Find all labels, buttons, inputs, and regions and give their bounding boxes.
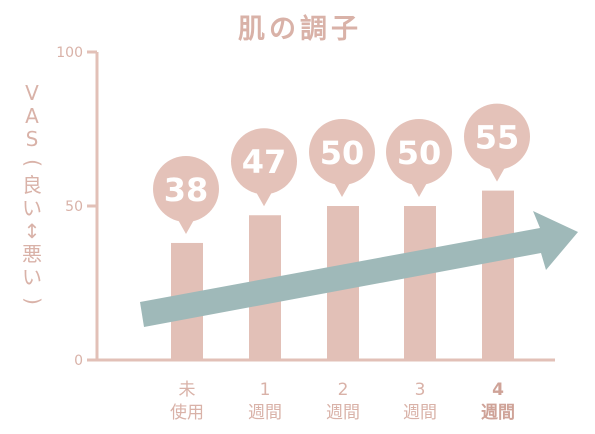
data-label-bubbles: 38 47 50 50 55: [153, 103, 530, 234]
y-tick-label: 100: [56, 45, 83, 61]
y-axis-label-char: 良: [22, 173, 42, 197]
bubble-circle: [231, 128, 297, 195]
x-tick-label-line2: 週間: [481, 403, 515, 423]
data-label-bubble: 55: [464, 103, 530, 182]
x-tick-label-line2: 週間: [403, 403, 437, 423]
x-tick-label-line1: 未: [179, 380, 196, 400]
bubble-tail: [488, 165, 506, 182]
data-label: 50: [397, 134, 442, 172]
data-label: 55: [475, 119, 520, 157]
bubble-tail: [410, 181, 428, 197]
data-label-bubble: 38: [153, 155, 219, 234]
trend-arrow: [140, 211, 578, 327]
data-label-bubble: 50: [386, 119, 452, 197]
x-tick-label-line2: 週間: [326, 403, 360, 423]
bubble-tail: [177, 217, 195, 234]
y-axis-label-char: ↕: [24, 219, 41, 243]
x-tick-label-line1: 2: [338, 380, 349, 400]
y-ticks: 0 50 100: [56, 45, 97, 369]
y-tick-label: 50: [65, 199, 83, 215]
data-label-bubble: 47: [231, 128, 297, 207]
bar-4: [482, 190, 514, 360]
x-tick-label-line2: 週間: [248, 403, 282, 423]
y-axis-label-char: S: [26, 127, 39, 151]
bar-3: [404, 206, 436, 360]
y-axis-label-char: 悪: [22, 242, 42, 266]
bubble-tail: [255, 190, 273, 207]
x-tick-label-line1: 3: [415, 380, 426, 400]
y-axis-label-char: (: [21, 159, 45, 167]
bubble-circle: [309, 119, 375, 185]
trend-arrow-layer: [140, 211, 578, 327]
y-axis-label: VAS(良い↕悪い): [21, 81, 45, 305]
bubble-circle: [464, 103, 530, 170]
data-label: 38: [164, 171, 209, 209]
x-tick-label-line1: 1: [260, 380, 271, 400]
bubble-circle: [153, 155, 219, 222]
y-axis-label-char: い: [22, 196, 42, 220]
data-label: 50: [320, 134, 365, 172]
y-axis-label-char: A: [25, 104, 39, 128]
y-axis-label-char: V: [25, 81, 39, 105]
y-axis-label-char: い: [22, 265, 42, 289]
x-tick-label-line1: 4: [492, 380, 504, 400]
bubble-tail: [333, 181, 351, 197]
data-label-bubble: 50: [309, 119, 375, 197]
x-tick-label-line2: 使用: [170, 402, 204, 423]
y-tick-label: 0: [74, 353, 83, 369]
bubble-circle: [386, 119, 452, 185]
chart-title: 肌の調子: [238, 13, 362, 45]
data-label: 47: [242, 143, 287, 181]
x-tick-labels: 未使用 1 週間 2 週間 3 週間 4 週間: [170, 380, 515, 423]
y-axis-label-char: ): [21, 297, 45, 305]
